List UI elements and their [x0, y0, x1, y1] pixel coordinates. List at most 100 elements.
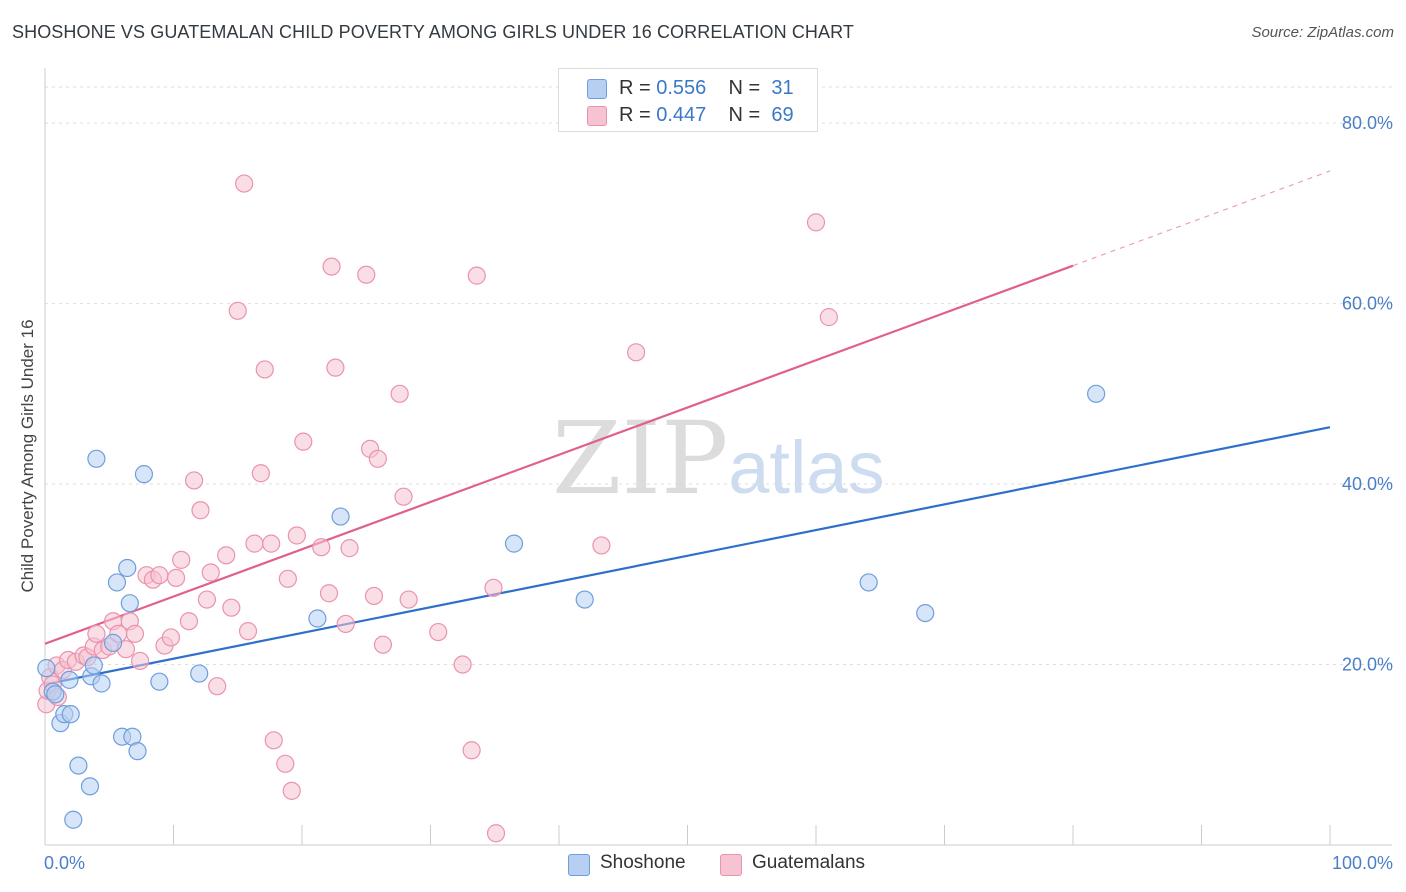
point-shoshone: [1087, 384, 1106, 403]
point-guatemalan: [201, 563, 220, 582]
bottom-legend-label-guatemalans: Guatemalans: [752, 852, 866, 873]
point-shoshone: [104, 633, 123, 652]
y-tick-label: 60.0%: [1342, 294, 1393, 314]
legend-r-value-shoshone: 0.556: [656, 77, 707, 99]
point-guatemalan: [217, 546, 236, 565]
trend-extension-guatemalan: [1072, 170, 1331, 267]
bottom-legend-label-shoshone: Shoshone: [600, 852, 686, 873]
point-shoshone: [575, 590, 594, 609]
point-guatemalan: [87, 624, 106, 643]
legend-r-label: R =: [619, 77, 651, 99]
axes: [44, 68, 1392, 846]
grid-lines: [45, 86, 1392, 666]
point-guatemalan: [453, 655, 472, 674]
point-shoshone: [859, 573, 878, 592]
point-guatemalan: [368, 449, 387, 468]
point-guatemalan: [130, 651, 150, 671]
point-guatemalan: [262, 534, 281, 553]
point-guatemalan: [184, 471, 204, 490]
legend-swatch-guatemalan: [587, 106, 607, 126]
point-guatemalan: [326, 358, 345, 377]
point-guatemalan: [394, 487, 413, 506]
legend-n-label: N =: [728, 77, 761, 99]
y-tick-label: 80.0%: [1342, 113, 1393, 133]
point-guatemalan: [179, 612, 199, 631]
point-shoshone: [69, 756, 88, 775]
point-guatemalan: [208, 677, 227, 696]
x-tick-label: 100.0%: [1332, 853, 1393, 873]
point-guatemalan: [390, 384, 409, 403]
point-guatemalan: [626, 343, 646, 362]
point-shoshone: [134, 465, 154, 484]
point-shoshone: [64, 810, 83, 829]
point-guatemalan: [399, 590, 418, 609]
point-guatemalan: [364, 586, 384, 606]
point-guatemalan: [484, 578, 503, 597]
trend-line-guatemalan: [44, 264, 1074, 645]
y-axis-label: Child Poverty Among Girls Under 16: [18, 319, 37, 593]
x-tick-label: 0.0%: [44, 853, 85, 873]
legend-r-value-guatemalan: 0.447: [656, 104, 707, 126]
point-shoshone: [107, 573, 127, 592]
point-guatemalan: [172, 550, 191, 569]
bottom-legend-swatch-guatemalans: [720, 854, 742, 876]
point-shoshone: [128, 742, 147, 761]
point-shoshone: [46, 685, 65, 704]
legend-swatch-shoshone: [587, 79, 607, 99]
data-points: [37, 174, 1106, 843]
point-shoshone: [92, 674, 111, 693]
point-guatemalan: [340, 539, 359, 558]
point-guatemalan: [294, 432, 313, 451]
point-shoshone: [504, 534, 524, 553]
source-credit: Source: ZipAtlas.com: [1251, 24, 1394, 41]
chart-title: SHOSHONE VS GUATEMALAN CHILD POVERTY AMO…: [12, 22, 855, 42]
point-shoshone: [190, 664, 209, 683]
point-guatemalan: [287, 526, 306, 545]
point-guatemalan: [245, 534, 264, 553]
watermark: ZIPatlas: [552, 400, 885, 517]
point-guatemalan: [357, 265, 376, 284]
point-shoshone: [87, 449, 106, 468]
point-guatemalan: [197, 590, 217, 609]
point-shoshone: [60, 670, 79, 689]
point-shoshone: [37, 659, 56, 678]
tick-labels: 20.0% 40.0% 60.0% 80.0% 0.0% 100.0%: [44, 113, 1393, 873]
point-shoshone: [61, 705, 80, 724]
point-guatemalan: [592, 536, 611, 555]
point-shoshone: [331, 507, 350, 526]
point-guatemalan: [467, 266, 486, 285]
point-shoshone: [150, 672, 169, 691]
point-guatemalan: [462, 741, 481, 760]
point-guatemalan: [161, 628, 181, 647]
point-guatemalan: [255, 360, 274, 379]
trend-line-shoshone: [44, 426, 1331, 686]
correlation-legend: R = 0.556 N = 31 R = 0.447 N = 69: [558, 68, 818, 132]
trend-lines: [44, 170, 1331, 686]
point-guatemalan: [336, 614, 355, 634]
point-guatemalan: [264, 731, 283, 750]
point-guatemalan: [251, 464, 270, 483]
legend-n-label: N =: [728, 104, 761, 126]
point-guatemalan: [191, 501, 210, 520]
point-shoshone: [120, 594, 139, 613]
point-guatemalan: [429, 622, 448, 642]
watermark-zip: ZIP: [552, 400, 729, 517]
point-guatemalan: [282, 781, 301, 800]
point-guatemalan: [278, 569, 297, 588]
point-guatemalan: [819, 308, 838, 327]
y-tick-label: 40.0%: [1342, 474, 1393, 494]
bottom-legend-swatch-shoshone: [568, 854, 590, 876]
point-guatemalan: [276, 754, 295, 773]
point-shoshone: [84, 656, 103, 675]
point-shoshone: [308, 609, 327, 628]
point-shoshone: [118, 558, 137, 578]
point-guatemalan: [125, 624, 145, 643]
point-guatemalan: [486, 824, 506, 843]
point-guatemalan: [312, 538, 331, 557]
point-guatemalan: [238, 622, 258, 641]
point-guatemalan: [806, 213, 826, 232]
legend-n-value-shoshone: 31: [771, 77, 794, 99]
point-guatemalan: [319, 584, 339, 603]
point-guatemalan: [150, 566, 169, 585]
